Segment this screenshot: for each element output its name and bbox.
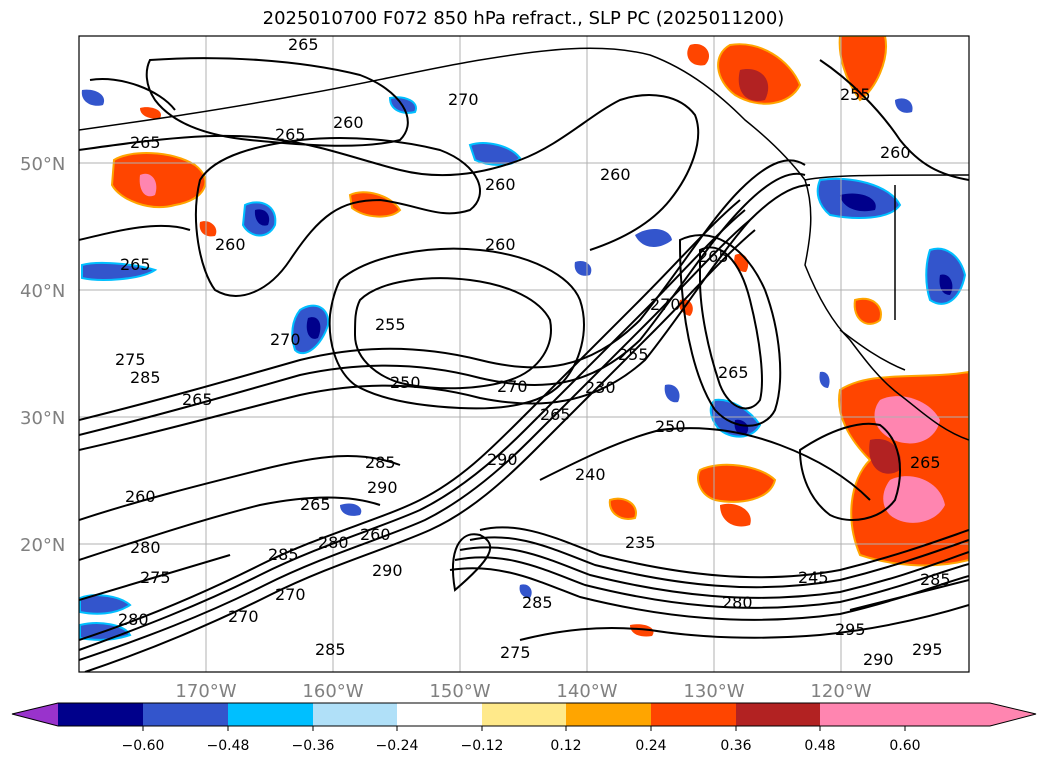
coastlines bbox=[79, 47, 969, 441]
longitude-axis: 170°W 160°W 150°W 140°W 130°W 120°W bbox=[175, 681, 871, 702]
lon-tick-label: 160°W bbox=[302, 681, 363, 702]
contour-label: 255 bbox=[375, 315, 406, 334]
contour-label: 250 bbox=[390, 373, 421, 392]
negative-anomaly-shading bbox=[79, 89, 967, 641]
contour-label: 270 bbox=[228, 607, 259, 626]
contour-label: 275 bbox=[115, 350, 146, 369]
lon-tick-label: 140°W bbox=[556, 681, 617, 702]
colorbar-extend-max bbox=[905, 703, 1036, 726]
contour-label: 265 bbox=[910, 453, 941, 472]
latitude-axis: 50°N 40°N 30°N 20°N bbox=[20, 154, 65, 556]
colorbar-segment bbox=[313, 703, 397, 726]
contour-label: 280 bbox=[118, 610, 149, 629]
contour-label: 285 bbox=[130, 368, 161, 387]
contour-label: 280 bbox=[318, 533, 349, 552]
contour-label: 265 bbox=[275, 125, 306, 144]
contour-label: 260 bbox=[600, 165, 631, 184]
contour-label: 270 bbox=[497, 377, 528, 396]
slp-contours bbox=[79, 57, 969, 672]
colorbar-segment bbox=[397, 703, 482, 726]
colorbar-tick-label: −0.60 bbox=[122, 738, 165, 754]
contour-label: 260 bbox=[125, 487, 156, 506]
contour-label: 265 bbox=[182, 390, 213, 409]
colorbar-extend-min bbox=[12, 703, 58, 726]
contour-label: 265 bbox=[718, 363, 749, 382]
contour-label: 270 bbox=[650, 295, 681, 314]
contour-label: 260 bbox=[485, 235, 516, 254]
lon-tick-label: 130°W bbox=[683, 681, 744, 702]
contour-label: 285 bbox=[920, 570, 951, 589]
contour-label: 255 bbox=[840, 85, 871, 104]
contour-label: 270 bbox=[275, 585, 306, 604]
contour-label: 265 bbox=[698, 247, 729, 266]
colorbar-segment bbox=[143, 703, 228, 726]
contour-label: 295 bbox=[912, 640, 943, 659]
contour-label: 260 bbox=[333, 113, 364, 132]
map-title: 2025010700 F072 850 hPa refract., SLP PC… bbox=[262, 8, 785, 29]
positive-anomaly-shading bbox=[110, 36, 969, 637]
colorbar-segment bbox=[566, 703, 651, 726]
colorbar-segment bbox=[820, 703, 905, 726]
contour-label: 260 bbox=[360, 525, 391, 544]
contour-label: 270 bbox=[448, 90, 479, 109]
contour-label: 265 bbox=[540, 405, 571, 424]
contour-label: 280 bbox=[130, 538, 161, 557]
contour-label: 285 bbox=[522, 593, 553, 612]
contour-label-group: 265 270 265 260 265 260 260 265 260 260 … bbox=[115, 35, 951, 669]
lat-tick-label: 30°N bbox=[20, 408, 65, 429]
colorbar-tick-label: 0.12 bbox=[550, 738, 581, 754]
contour-label: 265 bbox=[300, 495, 331, 514]
contour-label: 285 bbox=[365, 453, 396, 472]
colorbar-segment bbox=[651, 703, 736, 726]
lon-tick-label: 120°W bbox=[810, 681, 871, 702]
contour-label: 285 bbox=[268, 545, 299, 564]
colorbar-tick-label: 0.60 bbox=[889, 738, 920, 754]
contour-label: 235 bbox=[625, 533, 656, 552]
contour-label: 285 bbox=[315, 640, 346, 659]
map-border bbox=[78, 35, 970, 673]
contour-label: 265 bbox=[130, 133, 161, 152]
colorbar-segment bbox=[228, 703, 313, 726]
contour-label: 290 bbox=[367, 478, 398, 497]
map-panel bbox=[79, 36, 969, 672]
contour-label: 250 bbox=[655, 417, 686, 436]
contour-label: 270 bbox=[270, 330, 301, 349]
colorbar-segment bbox=[482, 703, 566, 726]
lon-tick-label: 150°W bbox=[429, 681, 490, 702]
lon-tick-label: 170°W bbox=[175, 681, 236, 702]
colorbar-segment bbox=[58, 703, 143, 726]
contour-label: 280 bbox=[722, 593, 753, 612]
contour-label: 255 bbox=[618, 345, 649, 364]
contour-label: 295 bbox=[835, 620, 866, 639]
colorbar-segment bbox=[736, 703, 820, 726]
lat-tick-label: 20°N bbox=[20, 535, 65, 556]
contour-label: 290 bbox=[372, 561, 403, 580]
colorbar-tick-label: −0.48 bbox=[207, 738, 250, 754]
contour-label: 265 bbox=[120, 255, 151, 274]
graticule-grid bbox=[79, 36, 969, 672]
colorbar-tick-label: −0.24 bbox=[376, 738, 419, 754]
colorbar-tick-label: 0.36 bbox=[720, 738, 751, 754]
colorbar-tick-label: 0.24 bbox=[635, 738, 666, 754]
contour-label: 240 bbox=[575, 465, 606, 484]
contour-label: 275 bbox=[140, 568, 171, 587]
contour-label: 290 bbox=[487, 450, 518, 469]
contour-label: 245 bbox=[798, 568, 829, 587]
colorbar-tick-label: −0.12 bbox=[461, 738, 504, 754]
lat-tick-label: 40°N bbox=[20, 281, 65, 302]
contour-label: 290 bbox=[863, 650, 894, 669]
contour-label: 230 bbox=[585, 378, 616, 397]
contour-label: 260 bbox=[880, 143, 911, 162]
lat-tick-label: 50°N bbox=[20, 154, 65, 175]
colorbar-tick-label: 0.48 bbox=[804, 738, 835, 754]
contour-label: 260 bbox=[215, 235, 246, 254]
colorbar: −0.60 −0.48 −0.36 −0.24 −0.12 0.12 0.24 … bbox=[11, 702, 1037, 754]
contour-label: 265 bbox=[288, 35, 319, 54]
colorbar-tick-label: −0.36 bbox=[292, 738, 335, 754]
contour-label: 275 bbox=[500, 643, 531, 662]
contour-label: 260 bbox=[485, 175, 516, 194]
